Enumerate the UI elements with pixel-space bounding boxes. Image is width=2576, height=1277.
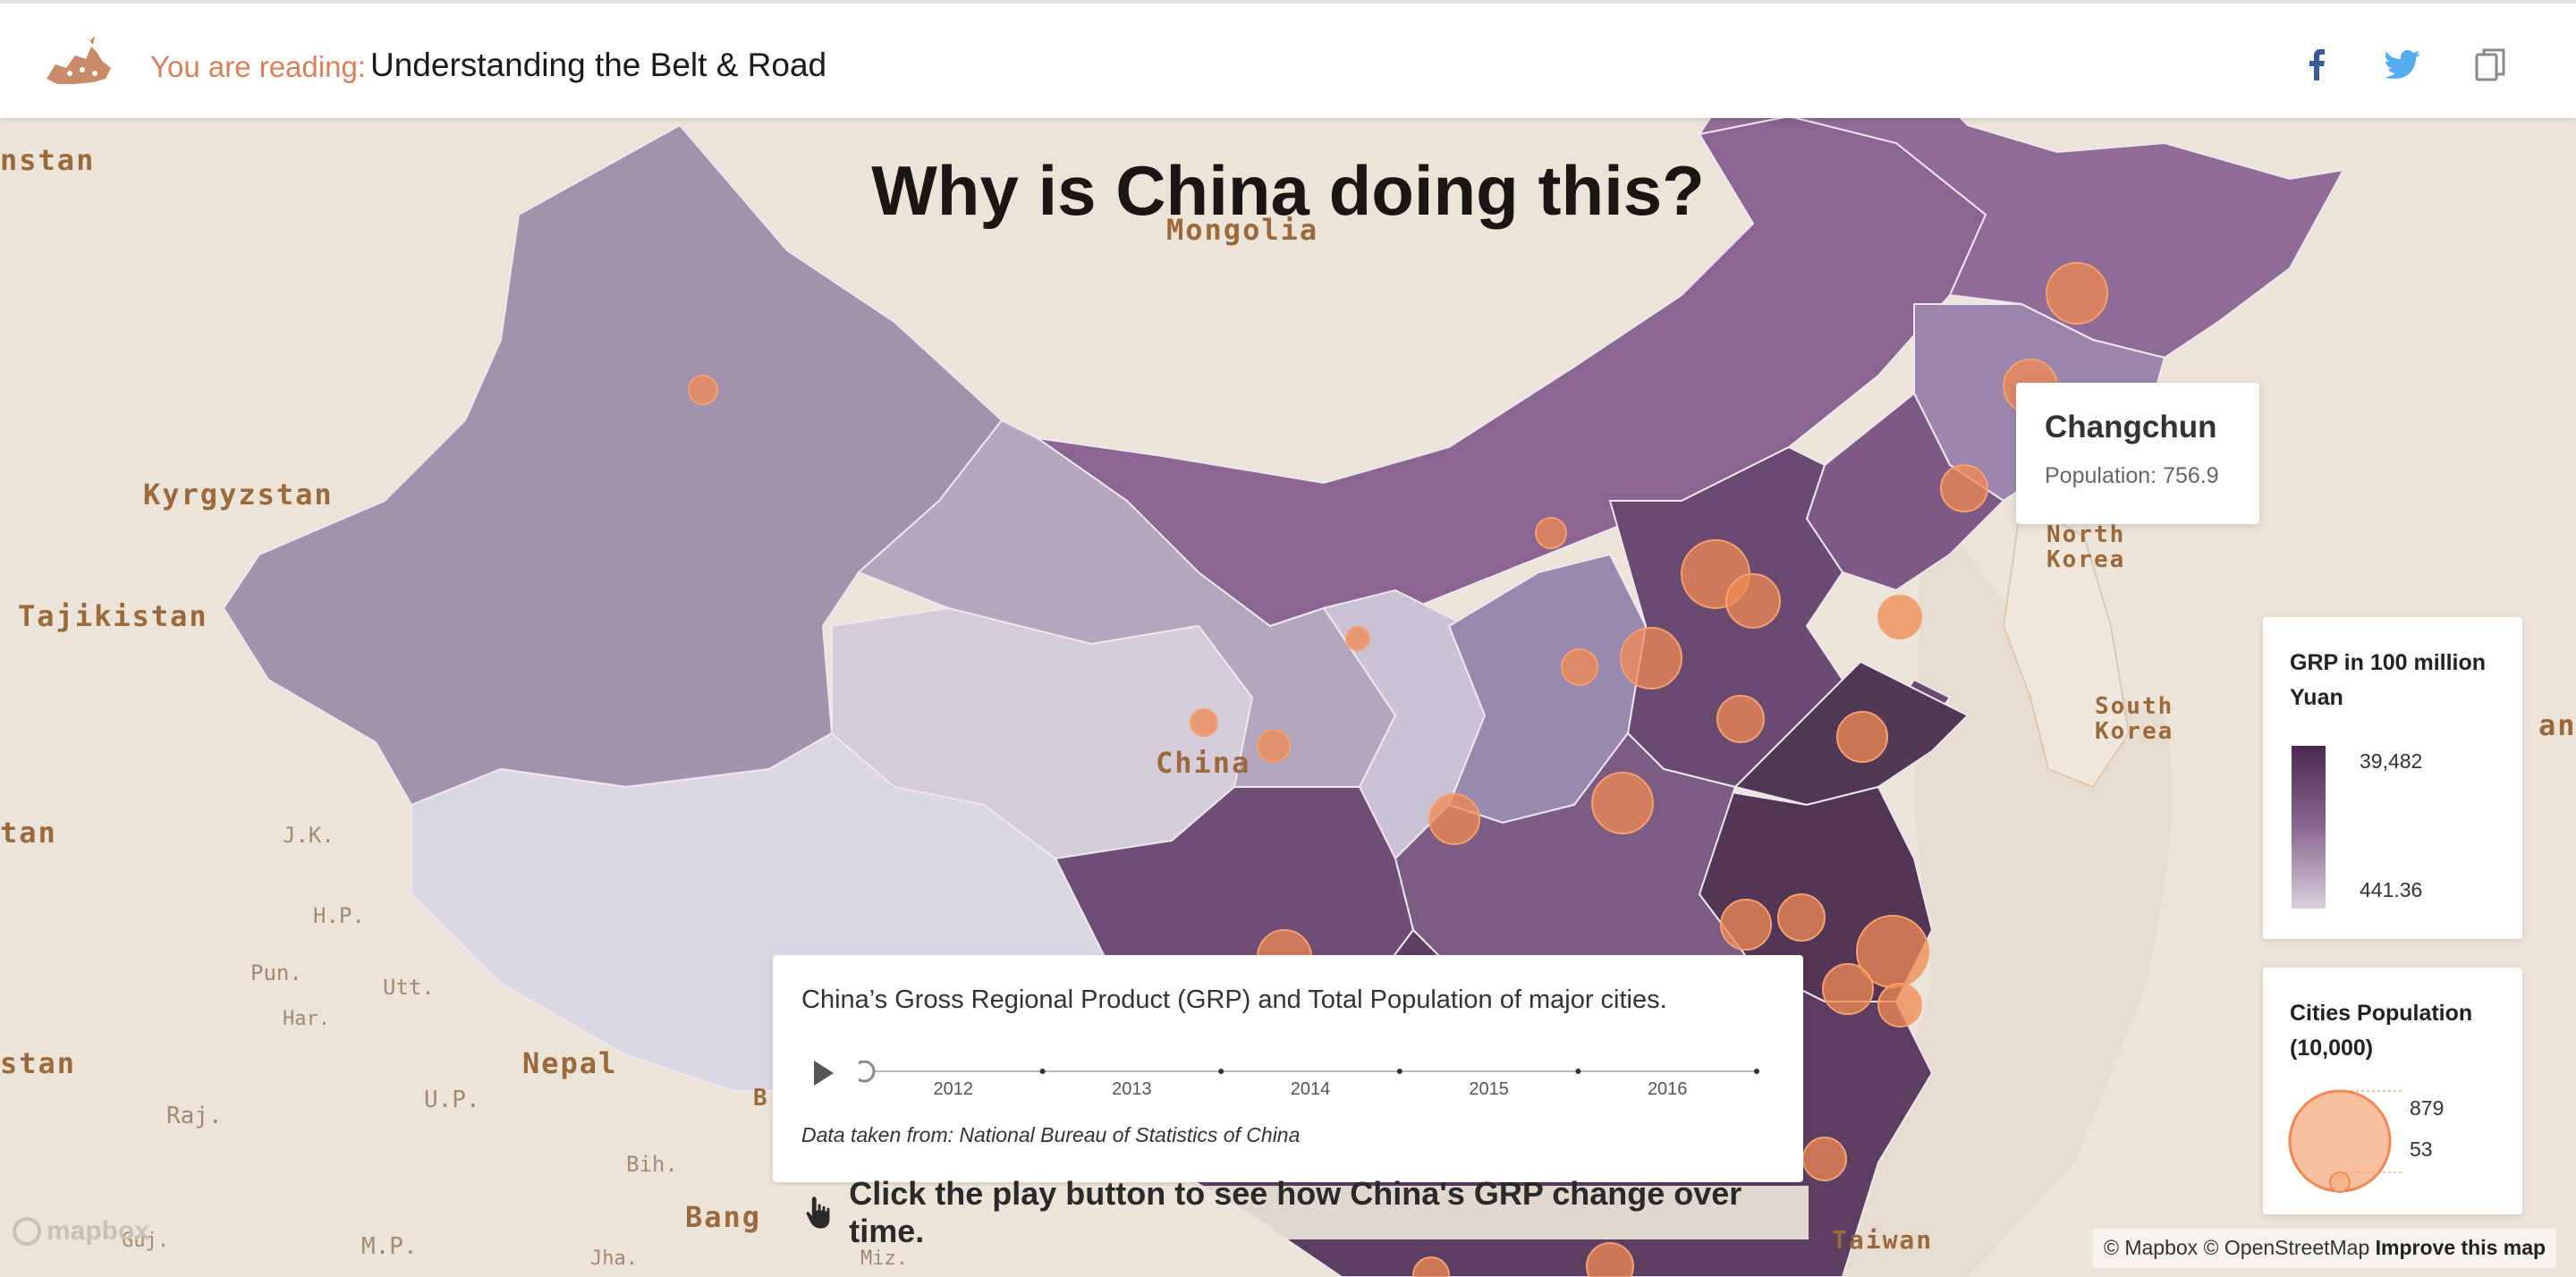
- map-label-mongolia: Mongolia: [1166, 213, 1318, 247]
- facebook-icon[interactable]: [2297, 45, 2336, 84]
- mapbox-logo[interactable]: mapbox: [13, 1216, 149, 1247]
- hint-text: Click the play button to see how China's…: [849, 1175, 1742, 1249]
- map-label-bangladesh: Bang: [685, 1200, 761, 1234]
- place-label-jk: J.K.: [283, 823, 335, 848]
- grp-legend-min: 441.36: [2360, 878, 2423, 901]
- timeline-tick[interactable]: [1218, 1069, 1224, 1074]
- map-label-kyrgyzstan: Kyrgyzstan: [143, 478, 334, 512]
- hint-bar: Click the play button to see how China's…: [766, 1175, 1809, 1249]
- population-size-scale: [2288, 1089, 2402, 1193]
- map-label-korea-s: Korea: [2095, 718, 2174, 745]
- population-legend-title: Cities Population (10,000): [2290, 1001, 2473, 1061]
- place-label-utt: Utt.: [383, 975, 435, 1000]
- timeline-tick[interactable]: [1396, 1069, 1402, 1074]
- map-label-south: South: [2095, 693, 2174, 720]
- copy-link-icon[interactable]: [2470, 45, 2510, 84]
- map-label-taiwan: Taiwan: [1832, 1225, 1933, 1255]
- timeline-year-label: 2014: [1291, 1079, 1331, 1096]
- timeline-tick[interactable]: [1575, 1069, 1581, 1074]
- improve-map-link[interactable]: Improve this map: [2375, 1236, 2546, 1259]
- map-label-edge-stan-bottom: stan: [0, 1046, 76, 1080]
- timeline-year-label: 2013: [1112, 1079, 1152, 1096]
- grp-legend: GRP in 100 million Yuan 39,482 441.36: [2263, 617, 2522, 939]
- timeline-tick[interactable]: [1754, 1069, 1759, 1074]
- map-label-north: North: [2046, 521, 2125, 548]
- site-logo[interactable]: [39, 29, 118, 93]
- timeline-tick[interactable]: [1039, 1069, 1046, 1074]
- map-label-china: China: [1156, 746, 1250, 780]
- article-title[interactable]: Understanding the Belt & Road: [370, 47, 827, 83]
- grp-color-scale: [2292, 746, 2326, 909]
- place-label-guj: Guj.: [122, 1230, 169, 1252]
- map-label-korea-n: Korea: [2046, 546, 2125, 573]
- map-label-nepal: Nepal: [522, 1046, 617, 1080]
- map-label-edge-tan: tan: [0, 816, 57, 850]
- map-label-edge-an: an: [2538, 708, 2576, 742]
- page-title: Why is China doing this?: [871, 151, 1705, 230]
- top-header: You are reading: Understanding the Belt …: [0, 0, 2576, 118]
- play-button[interactable]: [814, 1061, 834, 1086]
- timeline-year-label: 2016: [1648, 1079, 1688, 1096]
- place-label-jha: Jha.: [590, 1247, 638, 1270]
- place-label-up: U.P.: [424, 1087, 480, 1113]
- twitter-icon[interactable]: [2383, 45, 2422, 84]
- timeline-year-label: 2012: [934, 1079, 974, 1096]
- timeline-panel: China’s Gross Regional Product (GRP) and…: [773, 955, 1803, 1182]
- place-label-hp: H.P.: [313, 903, 365, 928]
- map-label-b: B: [753, 1085, 769, 1112]
- tooltip-city-name: Changchun: [2045, 410, 2217, 444]
- timeline-slider[interactable]: 2012 2013 2014 2015 2016: [859, 1061, 1762, 1096]
- timeline-year-label: 2015: [1469, 1079, 1509, 1096]
- map-attribution: © Mapbox © OpenStreetMap Improve this ma…: [2093, 1229, 2557, 1268]
- place-label-raj: Raj.: [166, 1103, 223, 1129]
- reading-label: You are reading:: [150, 50, 366, 83]
- grp-legend-title: GRP in 100 million Yuan: [2290, 650, 2487, 710]
- timeline-handle[interactable]: [859, 1061, 876, 1083]
- tooltip-population: Population: 756.9: [2045, 463, 2219, 488]
- population-legend-max: 879: [2410, 1096, 2445, 1120]
- data-source: Data taken from: National Bureau of Stat…: [801, 1123, 1301, 1146]
- place-label-bih: Bih.: [626, 1152, 678, 1177]
- population-legend: Cities Population (10,000) 879 53: [2263, 968, 2522, 1214]
- attribution-text[interactable]: © Mapbox © OpenStreetMap: [2104, 1236, 2370, 1259]
- map-label-tajikistan: Tajikistan: [18, 599, 208, 633]
- map-label-edge-stan-top: nstan: [0, 143, 95, 177]
- city-tooltip: Changchun Population: 756.9: [2016, 383, 2259, 524]
- place-label-miz: Miz.: [860, 1247, 908, 1270]
- population-legend-min: 53: [2410, 1137, 2433, 1161]
- place-label-pun: Pun.: [250, 960, 302, 985]
- timeline-caption: China’s Gross Regional Product (GRP) and…: [801, 985, 1667, 1014]
- grp-legend-max: 39,482: [2360, 749, 2423, 773]
- hand-pointer-icon: [806, 1197, 830, 1229]
- place-label-har: Har.: [283, 1008, 330, 1030]
- place-label-mp: M.P.: [361, 1233, 418, 1260]
